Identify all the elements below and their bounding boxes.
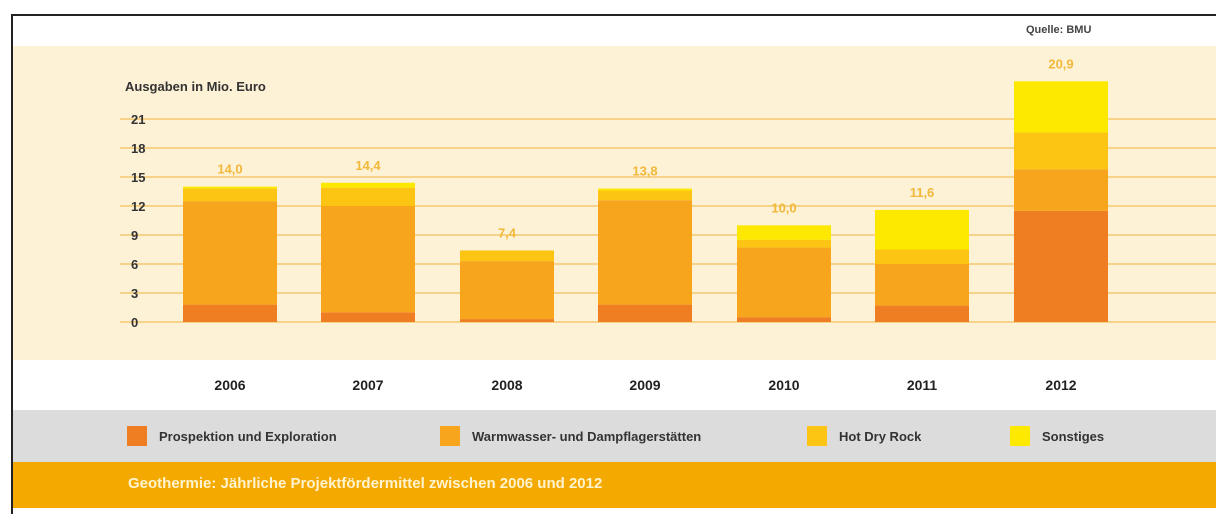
bar-segment-3-2007 bbox=[321, 187, 415, 206]
x-tick-label: 2011 bbox=[907, 377, 938, 393]
footer-bar bbox=[13, 462, 1216, 508]
legend-item-warmwasser: Warmwasser- und Dampflagerstätten bbox=[440, 425, 701, 447]
frame-left-border bbox=[11, 14, 13, 514]
bar-segment-3-2012 bbox=[1014, 132, 1108, 170]
x-tick-label: 2008 bbox=[491, 377, 522, 393]
bar-total-label: 13,8 bbox=[632, 164, 657, 179]
legend-label-hot-dry-rock: Hot Dry Rock bbox=[839, 428, 922, 444]
bar-segment-3-2006 bbox=[183, 188, 277, 202]
bar-total-label: 14,4 bbox=[355, 158, 381, 173]
y-tick-label: 21 bbox=[131, 112, 145, 127]
bar-segment-2-2007 bbox=[321, 206, 415, 313]
bar-segment-2-2012 bbox=[1014, 169, 1108, 211]
bar-total-label: 10,0 bbox=[771, 200, 796, 215]
y-axis-label: Ausgaben in Mio. Euro bbox=[125, 79, 266, 94]
frame-top-border bbox=[11, 14, 1216, 16]
legend-swatch-sonstiges bbox=[1010, 426, 1030, 446]
x-tick-label: 2007 bbox=[352, 377, 383, 393]
legend-label-prospektion: Prospektion und Exploration bbox=[159, 428, 337, 444]
chart-title: Geothermie: Jährliche Projektfördermitte… bbox=[128, 475, 603, 492]
bar-segment-2-2006 bbox=[183, 201, 277, 305]
bar-segment-1-2008 bbox=[460, 319, 554, 322]
bar-segment-4-2011 bbox=[875, 209, 969, 250]
y-tick-label: 12 bbox=[131, 199, 145, 214]
bar-segment-1-2009 bbox=[598, 304, 692, 322]
x-tick-label: 2010 bbox=[768, 377, 799, 393]
bar-total-label: 20,9 bbox=[1048, 56, 1073, 71]
bar-segment-3-2011 bbox=[875, 249, 969, 264]
legend-label-sonstiges: Sonstiges bbox=[1042, 428, 1105, 444]
bar-segment-1-2011 bbox=[875, 305, 969, 322]
x-tick-label: 2012 bbox=[1045, 377, 1076, 393]
legend-item-hot-dry-rock: Hot Dry Rock bbox=[807, 425, 921, 447]
bar-total-label: 14,0 bbox=[217, 162, 242, 177]
legend-swatch-warmwasser bbox=[440, 426, 460, 446]
y-tick-label: 0 bbox=[131, 315, 138, 330]
y-tick-label: 3 bbox=[131, 286, 138, 301]
bar-segment-1-2012 bbox=[1014, 210, 1108, 322]
legend-item-sonstiges: Sonstiges bbox=[1010, 425, 1104, 447]
bar-segment-4-2006 bbox=[183, 186, 277, 189]
bar-total-label: 7,4 bbox=[498, 225, 517, 240]
y-tick-label: 18 bbox=[131, 141, 145, 156]
y-tick-label: 15 bbox=[131, 170, 145, 185]
bar-segment-2-2009 bbox=[598, 200, 692, 305]
bar-segment-2-2010 bbox=[737, 247, 831, 318]
bar-segment-4-2009 bbox=[598, 188, 692, 191]
bar-segment-1-2010 bbox=[737, 317, 831, 322]
legend-item-prospektion: Prospektion und Exploration bbox=[127, 425, 337, 447]
legend-swatch-hot-dry-rock bbox=[807, 426, 827, 446]
x-tick-label: 2006 bbox=[214, 377, 245, 393]
bar-total-label: 11,6 bbox=[910, 185, 935, 200]
bar-segment-3-2009 bbox=[598, 190, 692, 201]
bar-segment-2-2011 bbox=[875, 264, 969, 306]
stacked-bar-chart: 21 18 15 12 9 6 3 0 14,0 2006 14,4 2007 7,4 2008 13,8 2… bbox=[120, 56, 1216, 393]
bar-segment-3-2008 bbox=[460, 250, 554, 262]
legend-swatch-prospektion bbox=[127, 426, 147, 446]
bar-segment-4-2012 bbox=[1014, 81, 1108, 133]
bar-segment-1-2007 bbox=[321, 312, 415, 322]
x-tick-label: 2009 bbox=[629, 377, 660, 393]
legend-label-warmwasser: Warmwasser- und Dampflagerstätten bbox=[472, 428, 702, 444]
bar-segment-2-2008 bbox=[460, 261, 554, 320]
y-tick-label: 9 bbox=[131, 228, 138, 243]
source-note: Quelle: BMU bbox=[1026, 24, 1092, 36]
bar-segment-1-2006 bbox=[183, 304, 277, 322]
y-tick-label: 6 bbox=[131, 257, 138, 272]
bar-segment-3-2010 bbox=[737, 239, 831, 248]
bar-segment-4-2007 bbox=[321, 182, 415, 188]
bar-segment-4-2010 bbox=[737, 225, 831, 240]
